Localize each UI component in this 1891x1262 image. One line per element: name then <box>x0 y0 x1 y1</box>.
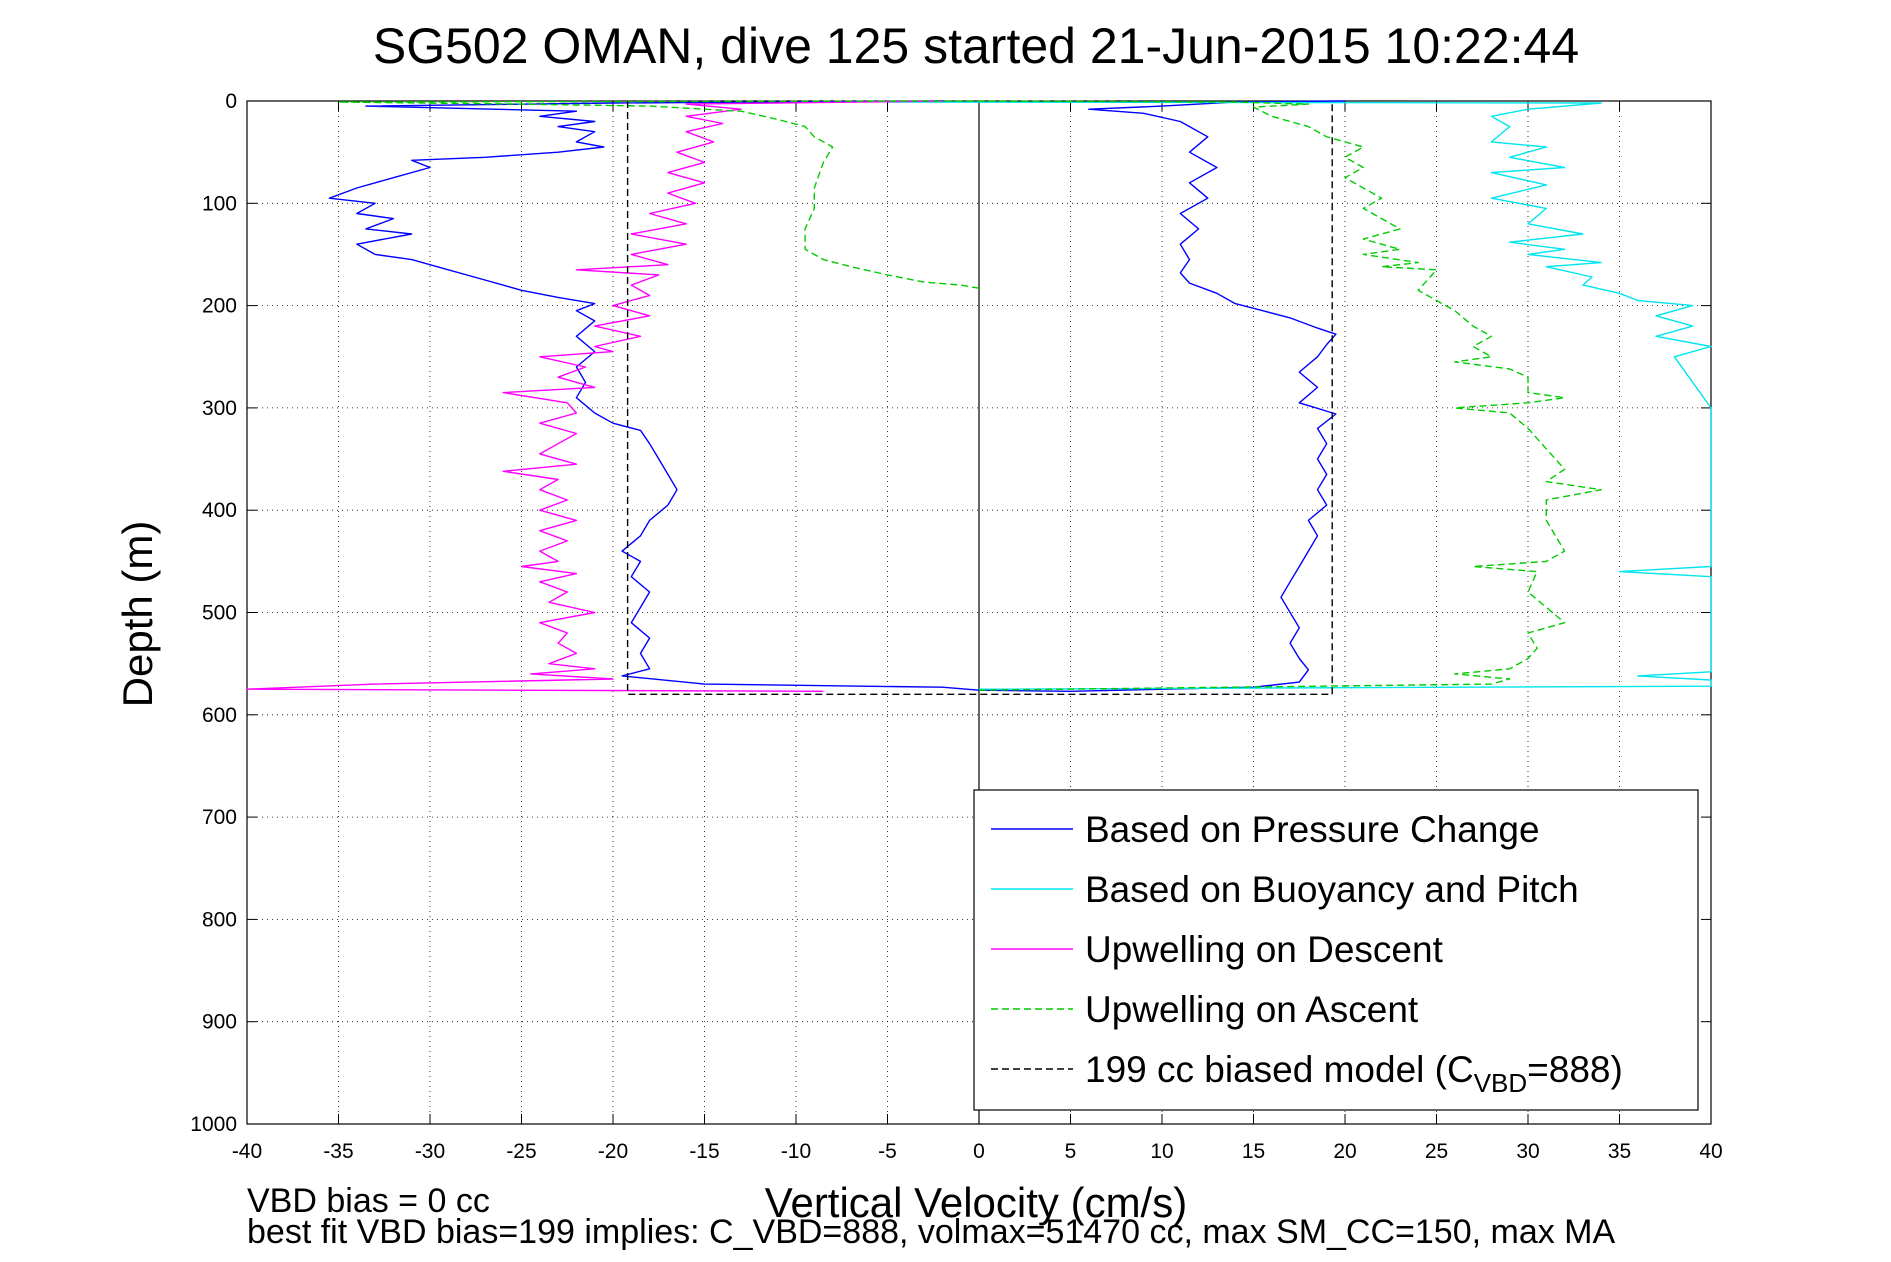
x-tick-label: 35 <box>1608 1140 1631 1163</box>
legend-label: 199 cc biased model (CVBD=888) <box>1085 1049 1623 1098</box>
x-tick-label: 25 <box>1425 1140 1448 1163</box>
legend-box <box>973 789 1699 1111</box>
y-tick-label: 600 <box>202 704 237 727</box>
x-tick-label: -10 <box>781 1140 811 1163</box>
x-tick-label: 40 <box>1699 1140 1722 1163</box>
series-based-on-pressure-change <box>328 100 1346 692</box>
x-tick-label: 20 <box>1333 1140 1356 1163</box>
x-tick-label: 0 <box>973 1140 985 1163</box>
y-axis-label: Depth (m) <box>114 521 161 708</box>
series-based-on-buoyancy-and-pitch <box>887 101 1712 690</box>
chart-title: SG502 OMAN, dive 125 started 21-Jun-2015… <box>373 18 1579 74</box>
y-tick-label: 1000 <box>190 1113 237 1136</box>
x-tick-label: -35 <box>323 1140 353 1163</box>
legend-label: Based on Pressure Change <box>1085 809 1540 850</box>
x-tick-label: 30 <box>1516 1140 1539 1163</box>
legend-label: Upwelling on Ascent <box>1085 989 1419 1030</box>
x-tick-label: -40 <box>232 1140 262 1163</box>
x-tick-label: 15 <box>1242 1140 1265 1163</box>
y-tick-label: 500 <box>202 602 237 625</box>
y-tick-label: 300 <box>202 397 237 420</box>
x-tick-label: -5 <box>878 1140 897 1163</box>
x-tick-label: -30 <box>415 1140 445 1163</box>
y-tick-label: 800 <box>202 908 237 931</box>
best-fit-note: best fit VBD bias=199 implies: C_VBD=888… <box>247 1213 1616 1251</box>
y-tick-label: 900 <box>202 1011 237 1034</box>
series-199-cc-biased-model-c-vbd-888 <box>626 101 1333 695</box>
y-tick-label: 700 <box>202 806 237 829</box>
y-tick-label: 0 <box>225 90 237 113</box>
x-tick-label: 10 <box>1150 1140 1173 1163</box>
axis-ticks: -40 -35 -30 -25 -20 -15 -10 -5 0 5 10 15 20 25 30 35 400… <box>190 90 1722 1163</box>
legend: Based on Pressure Change Based on Buoyanc… <box>973 789 1699 1111</box>
legend-label: Upwelling on Descent <box>1085 929 1444 970</box>
x-tick-label: -25 <box>506 1140 536 1163</box>
legend-label: Based on Buoyancy and Pitch <box>1085 869 1579 910</box>
x-axis-label: Vertical Velocity (cm/s) <box>765 1179 1187 1226</box>
series-upwelling-on-descent <box>246 100 943 692</box>
x-tick-label: 5 <box>1065 1140 1077 1163</box>
y-tick-label: 400 <box>202 499 237 522</box>
vbd-bias-note: VBD bias = 0 cc <box>247 1182 490 1220</box>
y-tick-label: 200 <box>202 295 237 318</box>
x-tick-label: -15 <box>689 1140 719 1163</box>
y-tick-label: 100 <box>202 192 237 215</box>
series-upwelling-on-ascent <box>337 100 1602 691</box>
series-lines <box>246 100 1712 695</box>
x-tick-label: -20 <box>598 1140 628 1163</box>
